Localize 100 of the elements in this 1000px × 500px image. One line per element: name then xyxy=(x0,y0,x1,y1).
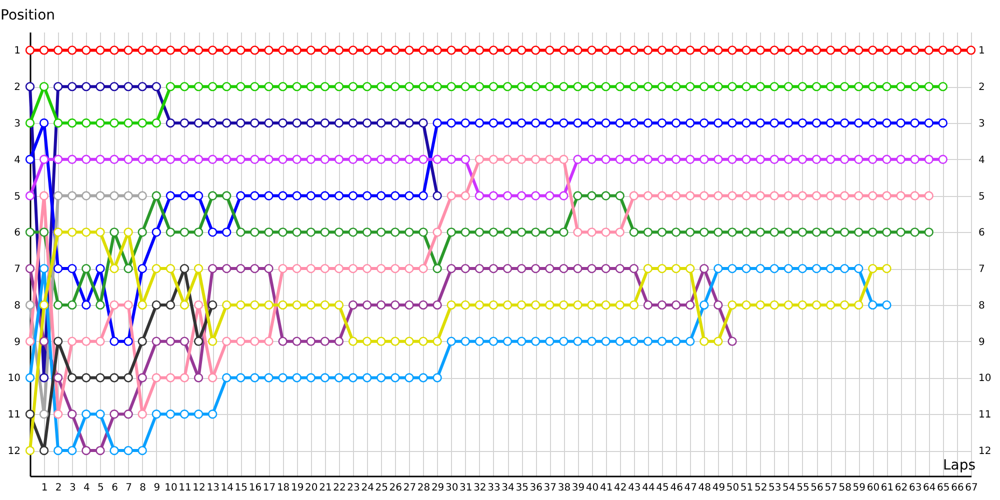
point xyxy=(615,264,624,274)
y2-tick-label: 1 xyxy=(978,46,985,57)
point xyxy=(306,336,316,346)
x-tick-label: 29 xyxy=(431,482,444,494)
x-tick-label: 12 xyxy=(192,482,206,494)
point xyxy=(96,446,105,456)
x-tick-label: 20 xyxy=(305,482,318,494)
point xyxy=(236,264,246,274)
x-tick-label: 21 xyxy=(319,482,332,494)
point xyxy=(138,336,147,346)
x-tick-label: 15 xyxy=(234,482,248,494)
x-tick-label: 8 xyxy=(140,482,146,494)
x-tick-label: 2 xyxy=(55,482,62,494)
x-tick-label: 67 xyxy=(965,482,978,494)
x-tick-label: 11 xyxy=(178,482,192,494)
point xyxy=(404,300,414,310)
point xyxy=(390,300,400,310)
point xyxy=(222,118,232,128)
x-tick-label: 18 xyxy=(276,482,290,494)
point xyxy=(194,336,204,346)
x-tick-label: 26 xyxy=(389,482,402,494)
x-tick-label: 34 xyxy=(502,482,514,494)
point xyxy=(348,300,358,310)
y-tick-label: 9 xyxy=(14,336,20,348)
x-tick-label: 7 xyxy=(126,482,132,494)
x-tick-label: 43 xyxy=(628,482,641,494)
point xyxy=(138,373,147,382)
point xyxy=(714,300,723,310)
point xyxy=(54,191,63,200)
point xyxy=(488,264,498,274)
y-tick-label: 11 xyxy=(8,410,20,421)
y2-tick-label: 3 xyxy=(978,118,985,130)
point xyxy=(700,264,709,274)
point xyxy=(320,336,330,346)
point xyxy=(362,300,372,310)
x-tick-label: 36 xyxy=(530,482,542,494)
point xyxy=(54,336,63,346)
x-tick-label: 14 xyxy=(220,482,234,494)
point xyxy=(82,446,91,456)
x-tick-label: 52 xyxy=(754,482,768,494)
point xyxy=(362,118,372,128)
point xyxy=(110,191,119,200)
y-tick-label: 2 xyxy=(14,82,20,94)
point xyxy=(278,118,288,128)
x-tick-label: 48 xyxy=(698,482,712,494)
point xyxy=(728,336,737,346)
x-tick-label: 47 xyxy=(684,482,697,494)
point xyxy=(54,373,63,382)
point xyxy=(643,300,653,310)
point xyxy=(474,264,484,274)
x-tick-label: 51 xyxy=(740,482,754,494)
x-tick-label: 59 xyxy=(852,482,866,494)
x-tick-label: 63 xyxy=(908,482,922,494)
point xyxy=(68,82,77,92)
x-tick-label: 60 xyxy=(866,482,880,494)
point xyxy=(110,410,119,419)
point xyxy=(25,82,35,92)
x-tick-label: 4 xyxy=(83,482,90,494)
x-tick-label: 64 xyxy=(923,482,936,494)
point xyxy=(545,264,554,274)
point xyxy=(180,118,190,128)
x-tick-label: 28 xyxy=(417,482,430,494)
point xyxy=(334,336,344,346)
point xyxy=(601,264,610,274)
point xyxy=(68,191,77,200)
point xyxy=(264,118,274,128)
point xyxy=(390,118,400,128)
y-tick-label: 5 xyxy=(14,191,20,202)
y-tick-label: 7 xyxy=(14,264,20,276)
y-tick-label: 4 xyxy=(14,154,20,166)
point xyxy=(39,410,49,419)
x-tick-label: 25 xyxy=(375,482,388,494)
point xyxy=(446,264,456,274)
point xyxy=(418,118,428,128)
point xyxy=(320,118,330,128)
x-tick-label: 6 xyxy=(112,482,118,494)
point xyxy=(25,410,35,419)
point xyxy=(686,300,695,310)
point xyxy=(138,82,147,92)
point xyxy=(68,373,77,382)
x-tick-label: 40 xyxy=(586,482,599,494)
point xyxy=(82,82,91,92)
x-tick-label: 54 xyxy=(782,482,796,494)
x-tick-label: 53 xyxy=(768,482,782,494)
x-tick-label: 22 xyxy=(333,482,346,494)
point xyxy=(306,118,316,128)
point xyxy=(376,300,386,310)
y2-tick-label: 2 xyxy=(978,82,985,94)
x-tick-label: 32 xyxy=(474,482,486,494)
point xyxy=(96,373,105,382)
x-tick-label: 58 xyxy=(838,482,852,494)
point xyxy=(194,373,204,382)
x-tick-label: 31 xyxy=(460,482,472,494)
point xyxy=(39,336,49,346)
point xyxy=(68,410,77,419)
point xyxy=(222,264,232,274)
point xyxy=(292,118,302,128)
point xyxy=(25,264,35,274)
x-tick-label: 17 xyxy=(262,482,276,494)
point xyxy=(54,82,63,92)
